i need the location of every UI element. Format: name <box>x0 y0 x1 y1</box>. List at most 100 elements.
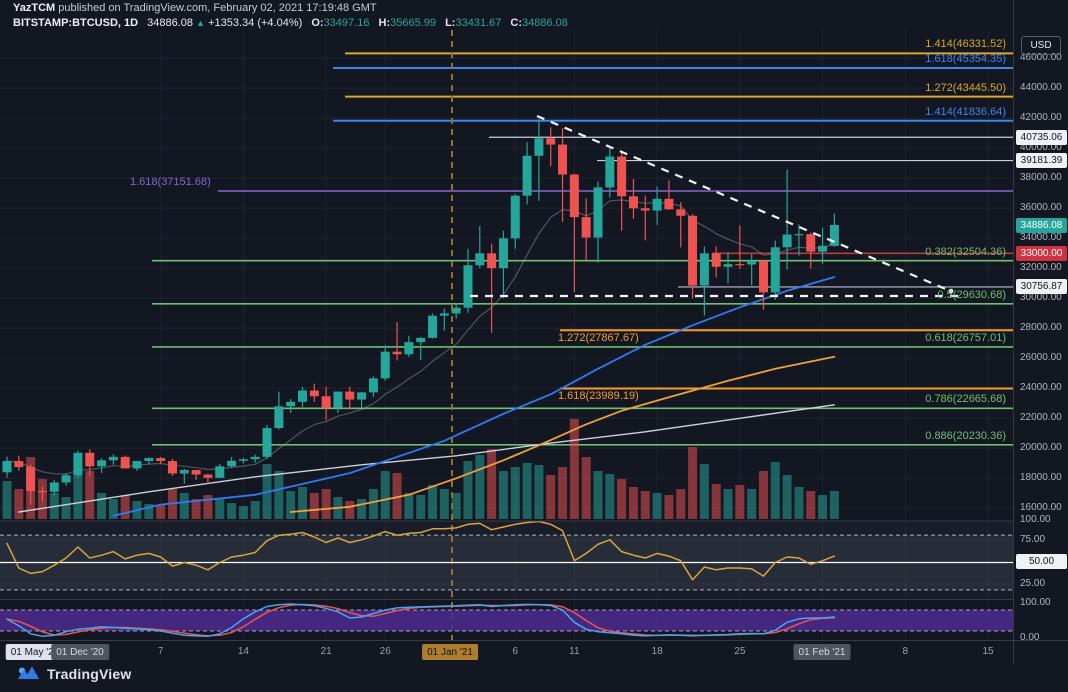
candle <box>298 386 307 408</box>
volume-bar <box>404 493 414 519</box>
candle <box>2 456 12 478</box>
volume-bar <box>558 467 568 519</box>
candle <box>309 383 319 402</box>
time-axis[interactable]: 7 14 21 26 6 11 18 25 8 15 01 May '20 01 Dec '20 01 … <box>0 640 1068 665</box>
volume-bar <box>723 489 733 519</box>
price-axis-tick: 30000.00 <box>1020 292 1062 304</box>
volume-bar <box>640 491 650 519</box>
volume-bar <box>191 499 201 519</box>
volume-bar <box>818 495 828 519</box>
low-value: 33431.67 <box>455 17 502 29</box>
volume-bar <box>392 473 402 519</box>
price-axis-tick: 46000.00 <box>1020 52 1062 64</box>
volume-bar <box>782 475 792 519</box>
trendline-annotations-layer <box>470 114 962 298</box>
stochastic-pane-layer <box>0 603 1013 638</box>
volume-bar <box>298 487 307 519</box>
candle <box>120 455 130 469</box>
last-price: 34886.08 <box>147 17 194 29</box>
tradingview-branding[interactable]: TradingView <box>16 665 131 682</box>
candle <box>215 464 225 479</box>
candle <box>73 450 83 479</box>
candle <box>747 254 757 286</box>
candle <box>321 386 331 420</box>
time-axis-date-box: 01 Dec '20 <box>51 644 109 660</box>
symbol-status-line: BITSTAMP:BTCUSD, 1D 34886.08 ▲ +1353.34 … <box>13 17 568 30</box>
publish-byline: YazTCM published on TradingView.com, Feb… <box>13 2 568 15</box>
candle <box>463 248 473 313</box>
price-axis-tick: 16000.00 <box>1020 502 1062 514</box>
candle <box>475 225 485 269</box>
price-axis-tick: 26000.00 <box>1020 352 1062 364</box>
candle <box>368 376 378 397</box>
price-axis-tick: 34000.00 <box>1020 232 1062 244</box>
candle <box>558 128 568 222</box>
candle <box>487 243 497 333</box>
candle <box>144 457 154 465</box>
candle <box>439 308 449 331</box>
price-axis-tick: 20000.00 <box>1020 442 1062 454</box>
candles-layer <box>2 119 839 505</box>
candle <box>522 142 532 205</box>
symbol-title: BITSTAMP:BTCUSD, 1D <box>13 17 139 29</box>
volume-bar <box>238 506 248 519</box>
volume-bar <box>2 481 12 519</box>
volume-bar <box>534 465 544 519</box>
volume-bar <box>108 499 118 519</box>
time-axis-tick: 26 <box>379 646 391 657</box>
time-axis-date-box: 01 May '20 <box>5 644 65 660</box>
candle <box>758 259 768 310</box>
currency-usd-button[interactable]: USD <box>1021 36 1061 55</box>
candle <box>617 152 627 231</box>
publish-info: published on TradingView.com, February 0… <box>55 2 377 14</box>
volume-bar <box>179 493 189 519</box>
volume-bar <box>699 464 709 519</box>
candle <box>404 335 414 357</box>
candle <box>628 179 638 219</box>
time-axis-tick: 11 <box>569 646 580 657</box>
candle <box>380 345 390 381</box>
candle <box>37 486 47 502</box>
time-axis-tick: 8 <box>902 646 909 657</box>
open-value: 33497.16 <box>323 17 370 29</box>
volume-bar <box>345 501 355 519</box>
time-axis-tick: 7 <box>157 646 164 657</box>
time-axis-tick: 25 <box>734 646 746 657</box>
candle <box>191 469 201 480</box>
price-axis-tick: 36000.00 <box>1020 202 1062 214</box>
candle <box>818 227 828 264</box>
candle <box>534 119 544 201</box>
volume-bar <box>794 487 804 519</box>
volume-bar <box>286 491 296 519</box>
candle <box>451 303 461 319</box>
candle <box>735 225 745 270</box>
price-axis[interactable]: 46000.00 44000.00 42000.00 40000.00 38000.00… <box>1013 0 1068 664</box>
volume-bar <box>73 474 83 519</box>
candle <box>664 180 674 210</box>
volume-bar <box>357 499 367 519</box>
time-axis-tick: 6 <box>512 646 519 657</box>
volume-bar <box>120 495 130 519</box>
open-label: O: <box>311 17 324 29</box>
volume-bar <box>428 485 438 519</box>
volume-bar <box>711 484 721 519</box>
volume-bar <box>747 489 757 519</box>
candle <box>640 195 650 241</box>
volume-bar <box>652 493 662 519</box>
volume-bar <box>463 461 473 519</box>
volume-bar <box>439 489 449 519</box>
volume-bar <box>546 475 556 519</box>
candle <box>97 458 107 474</box>
candle <box>132 460 142 471</box>
high-label: H: <box>378 17 391 29</box>
time-axis-tick: 14 <box>237 646 249 657</box>
candle <box>333 391 343 414</box>
volume-bar <box>144 504 154 519</box>
high-value: 35665.99 <box>390 17 437 29</box>
volume-bar <box>510 467 520 519</box>
candle <box>392 322 402 361</box>
volume-bar <box>61 497 71 519</box>
volume-bar <box>203 495 213 519</box>
candle <box>262 424 272 459</box>
